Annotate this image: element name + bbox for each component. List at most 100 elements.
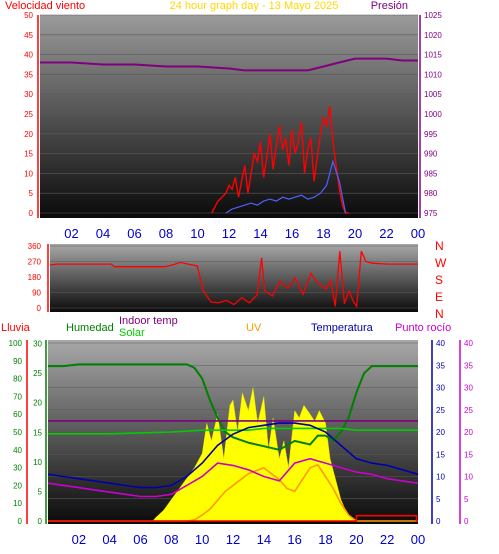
wind-tick-label: 15 — [24, 150, 33, 159]
time-x-axis: 02 04 06 08 10 12 14 16 18 20 22 00 — [64, 226, 425, 241]
uv-label: UV — [246, 322, 262, 334]
time-tick-label: 22 — [379, 226, 393, 241]
time-tick-label: 08 — [159, 226, 173, 241]
time-tick-label: 16 — [285, 226, 299, 241]
direction-tick-label: 180 — [28, 273, 42, 282]
uv-y-axis: 0 5 10 15 20 25 30 — [33, 340, 42, 527]
dewpoint-tick-label: 15 — [464, 450, 473, 459]
rain-tick-label: 90 — [13, 357, 22, 366]
rain-tick-label: 70 — [13, 392, 22, 401]
compass-label: N — [435, 307, 444, 321]
rain-y-axis: 0 10 20 30 40 50 60 70 80 90 100 — [9, 339, 23, 526]
time-tick-label: 16 — [287, 532, 301, 547]
humidity-axis-label: Humedad — [66, 322, 114, 334]
pressure-tick-label: 1015 — [424, 51, 442, 60]
time-tick-label: 10 — [195, 532, 209, 547]
temperature-tick-label: 20 — [436, 428, 445, 437]
direction-tick-label: 270 — [28, 258, 42, 267]
time-tick-label: 12 — [222, 226, 236, 241]
wind-pressure-chart: 24 hour graph day - 13 Mayo 2025 Velocid… — [5, 0, 442, 241]
temperature-tick-label: 30 — [436, 384, 445, 393]
pressure-line — [40, 57, 418, 72]
dewpoint-tick-label: 40 — [464, 339, 473, 348]
pressure-tick-label: 1005 — [424, 90, 442, 99]
pressure-tick-label: 980 — [424, 189, 438, 198]
dewpoint-line — [47, 457, 419, 498]
rain-tick-label: 100 — [9, 339, 23, 348]
rain-tick-label: 10 — [13, 499, 22, 508]
dewpoint-y-axis: 0 5 10 15 20 25 30 35 40 — [464, 339, 473, 526]
wind-tick-label: 40 — [24, 51, 33, 60]
wind-y-axis: 0 5 10 15 20 25 30 35 40 45 50 — [24, 11, 39, 218]
time-tick-label: 00 — [411, 532, 425, 547]
compass-label: W — [435, 256, 447, 270]
uv-tick-label: 5 — [38, 487, 43, 496]
dewpoint-axis-label: Punto rocío — [395, 322, 451, 334]
temperature-tick-label: 35 — [436, 361, 445, 370]
uv-tick-label: 15 — [33, 428, 42, 437]
time-tick-label: 20 — [349, 532, 363, 547]
rain-line — [48, 514, 418, 522]
plot-background — [40, 15, 418, 218]
temperature-tick-label: 0 — [436, 517, 441, 526]
rain-tick-label: 50 — [13, 428, 22, 437]
rain-tick-label: 30 — [13, 464, 22, 473]
wind-direction-line — [49, 250, 418, 309]
pressure-tick-label: 975 — [424, 209, 438, 218]
wind-gust-line — [225, 159, 347, 214]
direction-tick-label: 0 — [37, 304, 42, 313]
series — [49, 250, 418, 309]
time-tick-label: 14 — [257, 532, 271, 547]
humidity-line — [48, 363, 418, 451]
dewpoint-tick-label: 20 — [464, 428, 473, 437]
wind-tick-label: 30 — [24, 90, 33, 99]
dewpoint-tick-label: 5 — [464, 495, 469, 504]
direction-tick-label: 90 — [32, 289, 41, 298]
dewpoint-tick-label: 10 — [464, 473, 473, 482]
wind-tick-label: 45 — [24, 31, 33, 40]
pressure-tick-label: 1000 — [424, 110, 442, 119]
time-tick-label: 04 — [96, 226, 110, 241]
dewpoint-tick-label: 0 — [464, 517, 469, 526]
dewpoint-tick-label: 30 — [464, 384, 473, 393]
temperature-humidity-chart: Lluvia Humedad Indoor temp Solar UV Temp… — [1, 315, 473, 547]
grid — [50, 245, 418, 309]
time-x-axis: 02 04 06 08 10 12 14 16 18 20 22 00 — [72, 532, 426, 547]
rain-tick-label: 40 — [13, 446, 22, 455]
uv-tick-label: 20 — [33, 399, 42, 408]
wind-tick-label: 35 — [24, 70, 33, 79]
time-tick-label: 12 — [226, 532, 240, 547]
pressure-tick-label: 985 — [424, 169, 438, 178]
pressure-tick-label: 995 — [424, 130, 438, 139]
rain-axis-label: Lluvia — [1, 322, 31, 334]
uv-tick-label: 10 — [33, 458, 42, 467]
pressure-tick-label: 990 — [424, 150, 438, 159]
dewpoint-tick-label: 25 — [464, 406, 473, 415]
time-tick-label: 14 — [253, 226, 267, 241]
temperature-tick-label: 25 — [436, 406, 445, 415]
rain-tick-label: 60 — [13, 410, 22, 419]
series — [40, 57, 418, 214]
time-tick-label: 22 — [380, 532, 394, 547]
wind-tick-label: 10 — [24, 169, 33, 178]
temperature-tick-label: 15 — [436, 450, 445, 459]
wind-tick-label: 0 — [29, 209, 34, 218]
time-tick-label: 06 — [133, 532, 147, 547]
time-tick-label: 18 — [316, 226, 330, 241]
pressure-tick-label: 1020 — [424, 31, 442, 40]
time-tick-label: 10 — [190, 226, 204, 241]
rain-tick-label: 20 — [13, 481, 22, 490]
wind-speed-line — [211, 105, 349, 214]
compass-label: N — [435, 239, 444, 253]
time-tick-label: 02 — [72, 532, 86, 547]
dewpoint-tick-label: 35 — [464, 361, 473, 370]
temperature-tick-label: 10 — [436, 473, 445, 482]
time-tick-label: 02 — [64, 226, 78, 241]
temperature-line — [47, 422, 419, 489]
uv-line — [48, 463, 418, 522]
wind-tick-label: 20 — [24, 130, 33, 139]
series — [47, 363, 419, 522]
